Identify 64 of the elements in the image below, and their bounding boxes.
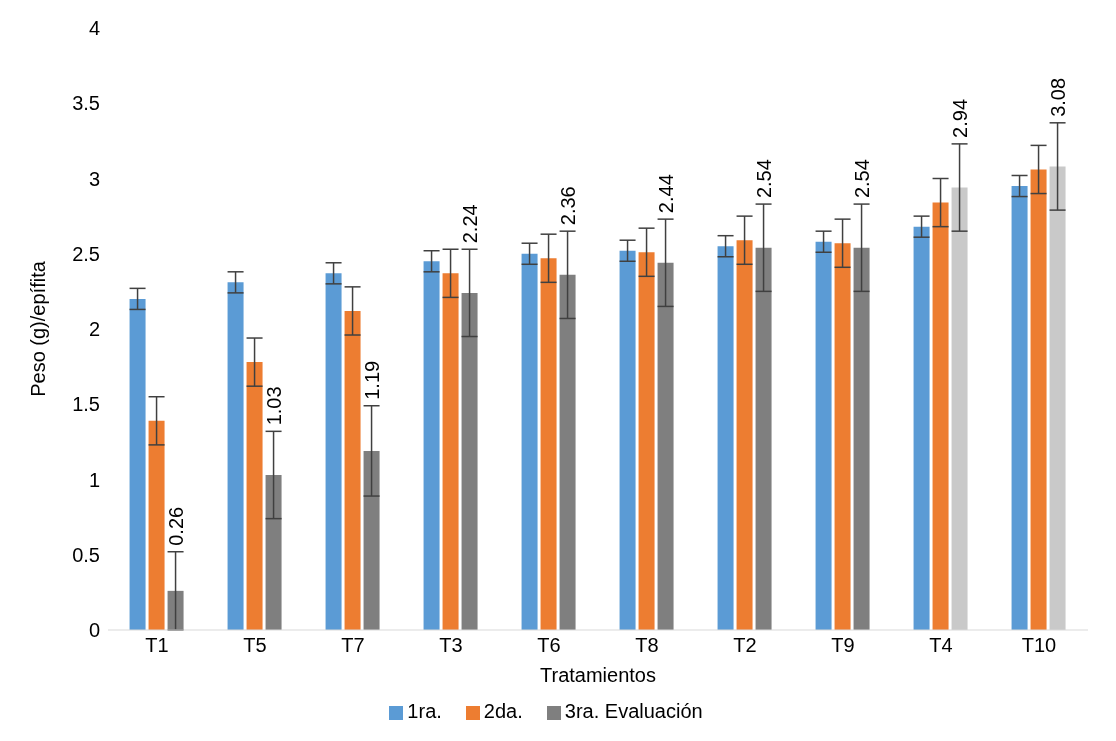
bar	[265, 474, 282, 630]
legend-label: 2da.	[483, 700, 523, 722]
bar	[657, 262, 674, 630]
x-tick-label: T9	[831, 634, 855, 657]
y-tick-label: 1.5	[72, 393, 100, 416]
bar	[344, 310, 361, 630]
bar	[1011, 186, 1028, 630]
data-label: 2.54	[850, 159, 873, 199]
x-tick-label: T5	[243, 634, 267, 657]
bar	[638, 252, 655, 630]
y-tick-label: 0.5	[72, 543, 100, 566]
legend-label: 1ra.	[407, 700, 442, 722]
x-tick-label: T4	[929, 634, 953, 657]
bar	[129, 298, 146, 630]
bar	[619, 250, 636, 630]
bar	[442, 273, 459, 630]
data-label: 2.94	[948, 98, 971, 138]
x-axis-title: Tratamientos	[540, 664, 656, 686]
bar	[167, 590, 184, 630]
bar	[951, 187, 968, 630]
x-tick-label: T10	[1021, 634, 1057, 657]
bar	[521, 253, 538, 630]
x-tick-label: T2	[733, 634, 757, 657]
bar	[913, 226, 930, 630]
x-tick-label: T3	[439, 634, 463, 657]
y-tick-label: 0	[88, 619, 100, 642]
x-tick-label: T7	[341, 634, 365, 657]
bar	[423, 261, 440, 630]
bar	[461, 292, 478, 630]
bar	[559, 274, 576, 630]
y-tick-label: 3	[88, 167, 100, 190]
bar	[540, 258, 557, 630]
y-tick-label: 4	[88, 17, 100, 40]
bar	[1030, 169, 1047, 630]
bar	[755, 247, 772, 630]
bar	[246, 362, 263, 630]
data-label: 1.19	[360, 360, 383, 400]
bar	[227, 282, 244, 630]
bar	[853, 247, 870, 630]
data-label: 2.36	[556, 186, 579, 226]
y-tick-label: 2.5	[72, 242, 100, 265]
y-axis-title: Peso (g)/epífita	[27, 260, 50, 397]
y-tick-label: 3.5	[72, 92, 100, 115]
bar	[736, 240, 753, 630]
bar	[717, 246, 734, 630]
x-tick-label: T6	[537, 634, 561, 657]
x-tick-label: T1	[145, 634, 169, 657]
bar	[148, 420, 165, 630]
bar	[1049, 166, 1066, 630]
data-label: 2.24	[458, 204, 481, 244]
bar	[815, 241, 832, 630]
data-label: 1.03	[262, 386, 285, 426]
x-tick-label: T8	[635, 634, 659, 657]
bar	[325, 273, 342, 630]
data-label: 0.26	[164, 506, 187, 546]
data-label: 2.54	[752, 159, 775, 199]
bar	[932, 202, 949, 630]
bar	[834, 243, 851, 630]
legend-label: 3ra. Evaluación	[564, 700, 703, 722]
bar	[363, 450, 380, 630]
y-tick-label: 2	[88, 318, 100, 341]
data-label: 3.08	[1046, 77, 1069, 117]
data-label: 2.44	[654, 174, 677, 214]
y-tick-label: 1	[88, 468, 100, 491]
